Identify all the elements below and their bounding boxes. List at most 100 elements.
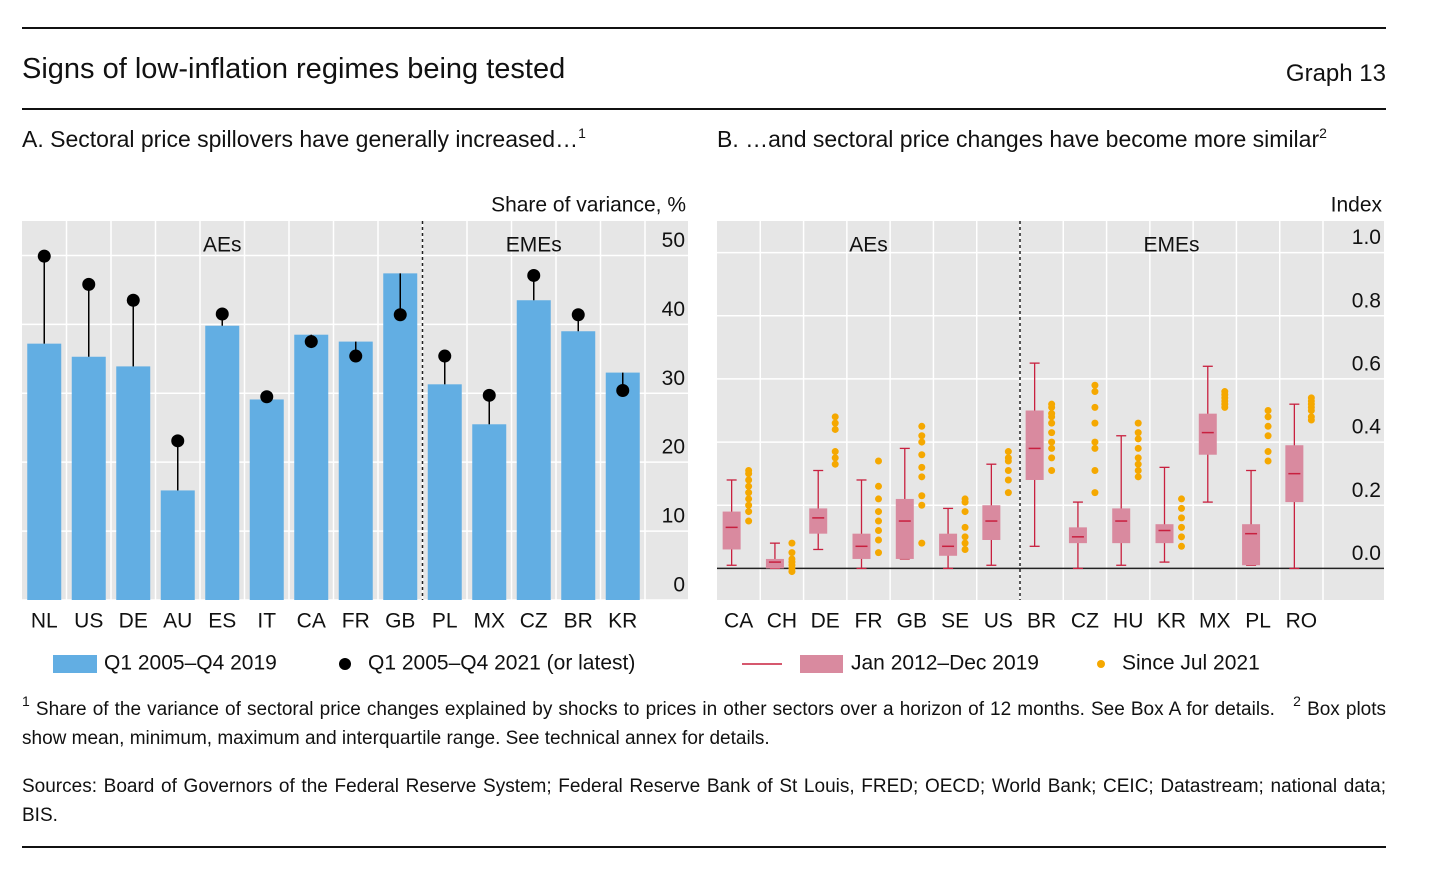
note-mark: 2 — [1319, 125, 1327, 141]
dot — [1091, 381, 1099, 389]
dot — [1091, 388, 1099, 396]
x-tick-label: CZ — [520, 610, 548, 633]
box — [1112, 508, 1131, 544]
dot — [37, 249, 51, 263]
legend-label: Q1 2005–Q4 2019 — [104, 652, 277, 675]
y-tick-label: 0.2 — [1352, 479, 1381, 502]
dot — [875, 495, 882, 503]
x-tick-label: DE — [811, 610, 840, 633]
y-tick-label: 0.8 — [1352, 289, 1381, 312]
dot — [260, 390, 274, 404]
panel-title: B. …and sectoral price changes have beco… — [717, 124, 1337, 154]
dot — [918, 451, 926, 459]
note-mark: 2 — [1293, 693, 1301, 709]
dot — [1264, 407, 1272, 414]
y-tick-label: 0.4 — [1352, 416, 1382, 439]
x-tick-label: RO — [1286, 610, 1318, 633]
dot — [961, 533, 969, 541]
dot — [875, 508, 882, 516]
dot — [918, 463, 926, 471]
group-label: EMEs — [506, 234, 562, 257]
dot — [482, 388, 496, 402]
dot — [1134, 419, 1142, 427]
x-tick-label: CA — [297, 610, 326, 633]
dot — [1221, 388, 1229, 396]
bar — [383, 273, 418, 600]
dot — [918, 432, 926, 440]
bar — [605, 372, 640, 600]
dot — [1264, 457, 1272, 465]
x-tick-label: IT — [257, 610, 276, 633]
x-tick-label: GB — [897, 610, 927, 633]
x-tick-label: FR — [855, 610, 883, 633]
dot — [918, 539, 926, 547]
dot — [875, 457, 882, 465]
box — [1242, 524, 1261, 566]
dot — [1178, 523, 1185, 531]
x-tick-label: HU — [1113, 610, 1143, 633]
y-tick-label: 20 — [662, 436, 685, 459]
x-tick-label: US — [74, 610, 103, 633]
y-tick-label: 0.0 — [1352, 542, 1381, 565]
bar — [249, 399, 284, 600]
bar — [427, 384, 462, 600]
dot — [1264, 413, 1272, 421]
dot — [1307, 413, 1315, 421]
y-tick-label: 30 — [662, 367, 685, 390]
dot — [875, 517, 882, 525]
legend-label: Since Jul 2021 — [1122, 652, 1260, 675]
x-tick-label: MX — [1199, 610, 1231, 633]
title-rule — [22, 108, 1386, 110]
dot — [961, 523, 969, 531]
panel-title-text: A. Sectoral price spillovers have genera… — [22, 126, 579, 152]
dot — [745, 495, 753, 503]
dot — [1134, 460, 1142, 468]
y-axis-label: Share of variance, % — [491, 194, 686, 217]
dot — [527, 268, 541, 282]
dot — [745, 489, 753, 497]
bar — [116, 366, 151, 600]
y-tick-label: 50 — [662, 229, 685, 252]
panel-title-text: B. …and sectoral price changes have beco… — [717, 126, 1320, 152]
x-tick-label: SE — [941, 610, 969, 633]
dot — [961, 539, 969, 547]
dot — [616, 384, 630, 398]
legend-dot — [339, 658, 351, 670]
group-label: EMEs — [1143, 234, 1199, 257]
x-tick-label: CZ — [1071, 610, 1099, 633]
dot — [1091, 444, 1099, 452]
box — [939, 533, 958, 556]
dot — [1004, 454, 1012, 462]
dot — [875, 536, 882, 544]
dot — [126, 293, 140, 307]
box — [982, 505, 1001, 540]
dot — [745, 482, 753, 490]
dot — [745, 467, 753, 475]
bar — [472, 424, 507, 600]
dot — [875, 482, 882, 490]
bar — [516, 300, 551, 600]
dot — [875, 527, 882, 535]
page-title: Signs of low-inflation regimes being tes… — [22, 53, 566, 85]
bar — [338, 341, 373, 600]
y-tick-label: 40 — [662, 298, 685, 321]
footnote: Box plots show mean, minimum, maximum an… — [22, 699, 1387, 749]
dot — [1134, 454, 1142, 462]
dot — [918, 473, 926, 481]
x-tick-label: DE — [119, 610, 148, 633]
legend-dot — [1097, 660, 1105, 668]
x-tick-label: NL — [31, 610, 58, 633]
dot — [304, 335, 318, 349]
dot — [1178, 495, 1185, 503]
y-tick-label: 0 — [673, 574, 685, 597]
x-tick-label: MX — [474, 610, 506, 633]
panel-title: A. Sectoral price spillovers have genera… — [22, 124, 702, 154]
dot — [831, 425, 839, 433]
dot — [918, 438, 926, 446]
x-tick-label: KR — [1157, 610, 1186, 633]
dot — [788, 549, 796, 557]
y-tick-label: 10 — [662, 505, 685, 528]
group-label: AEs — [849, 234, 888, 257]
